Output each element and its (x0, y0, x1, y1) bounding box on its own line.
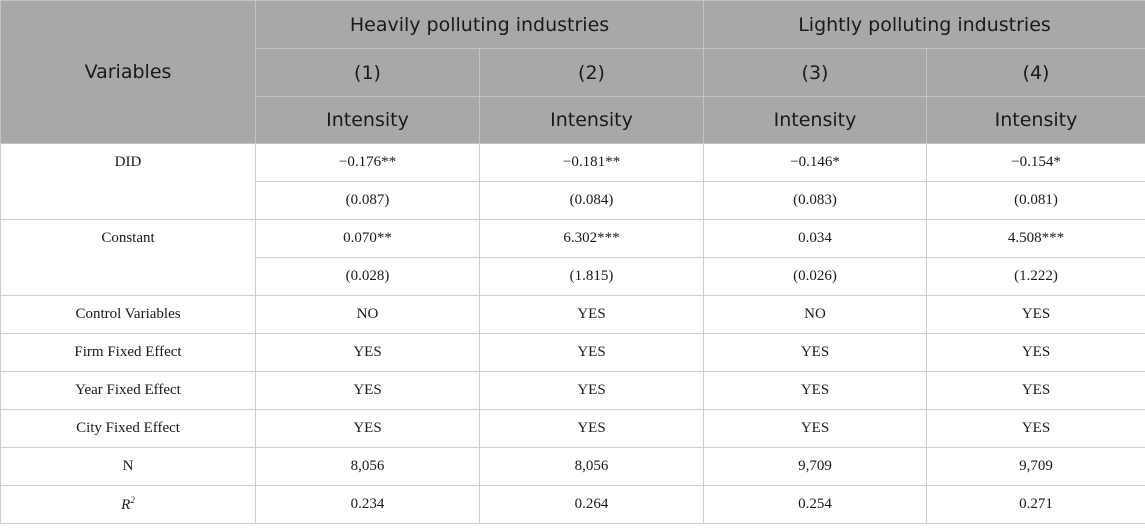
value-cell: YES (703, 333, 927, 372)
table-row: DID −0.176** −0.181** −0.146* −0.154* (0, 143, 1145, 220)
value-cell: 9,709 (703, 447, 927, 486)
table-body: DID −0.176** −0.181** −0.146* −0.154* (0… (0, 143, 1145, 524)
value-cell: YES (926, 371, 1145, 410)
table-row: City Fixed Effect YES YES YES YES (0, 409, 1145, 448)
row-label-year-fe: Year Fixed Effect (0, 371, 256, 410)
variables-header: Variables (0, 0, 256, 144)
table-row: Firm Fixed Effect YES YES YES YES (0, 333, 1145, 372)
value-cell: YES (479, 295, 704, 334)
se-cell: (1.815) (479, 257, 704, 296)
value-cell: YES (255, 371, 480, 410)
value-cell: YES (479, 371, 704, 410)
value-cell: 8,056 (479, 447, 704, 486)
table-row: N 8,056 8,056 9,709 9,709 (0, 447, 1145, 486)
se-cell: (0.083) (703, 181, 927, 220)
value-cell: YES (479, 409, 704, 448)
se-cell: (1.222) (926, 257, 1145, 296)
table-row: R2 0.234 0.264 0.254 0.271 (0, 485, 1145, 524)
row-label-city-fe: City Fixed Effect (0, 409, 256, 448)
r2-superscript: 2 (130, 495, 135, 505)
value-cell: YES (255, 409, 480, 448)
se-cell: (0.028) (255, 257, 480, 296)
r2-base: R (121, 497, 131, 513)
se-cell: (0.084) (479, 181, 704, 220)
value-cell: YES (926, 295, 1145, 334)
coef-cell: 4.508*** (926, 219, 1145, 258)
coef-cell: −0.176** (255, 143, 480, 182)
coef-cell: −0.181** (479, 143, 704, 182)
value-cell: 0.234 (255, 485, 480, 524)
coef-cell: −0.154* (926, 143, 1145, 182)
se-cell: (0.026) (703, 257, 927, 296)
row-label-controls: Control Variables (0, 295, 256, 334)
table-row: (0.028) (1.815) (0.026) (1.222) (1, 257, 1145, 296)
model-number-header: (4) (926, 48, 1145, 97)
dependent-var-header: Intensity (703, 96, 927, 144)
coef-cell: −0.146* (703, 143, 927, 182)
model-number-header: (2) (479, 48, 704, 97)
value-cell: YES (479, 333, 704, 372)
value-cell: 8,056 (255, 447, 480, 486)
value-cell: YES (703, 409, 927, 448)
value-cell: 0.254 (703, 485, 927, 524)
value-cell: 0.271 (926, 485, 1145, 524)
value-cell: 9,709 (926, 447, 1145, 486)
group-header-heavy: Heavily polluting industries (255, 0, 704, 49)
value-cell: NO (255, 295, 480, 334)
value-cell: YES (703, 371, 927, 410)
row-label-firm-fe: Firm Fixed Effect (0, 333, 256, 372)
dependent-var-header: Intensity (479, 96, 704, 144)
value-cell: YES (926, 333, 1145, 372)
group-header-light: Lightly polluting industries (703, 0, 1145, 49)
value-cell: NO (703, 295, 927, 334)
table-header: Variables Heavily polluting industries L… (0, 0, 1145, 144)
model-number-header: (1) (255, 48, 480, 97)
table-row: Year Fixed Effect YES YES YES YES (0, 371, 1145, 410)
se-cell: (0.087) (255, 181, 480, 220)
table-row: (0.087) (0.084) (0.083) (0.081) (1, 181, 1145, 220)
dependent-var-header: Intensity (255, 96, 480, 144)
table-row: Control Variables NO YES NO YES (0, 295, 1145, 334)
model-number-header: (3) (703, 48, 927, 97)
value-cell: YES (926, 409, 1145, 448)
table-row: Constant 0.070** 6.302*** 0.034 4.508*** (0, 219, 1145, 296)
row-label-constant: Constant (0, 219, 256, 296)
row-label-r2: R2 (0, 485, 256, 524)
coef-cell: 0.034 (703, 219, 927, 258)
se-cell: (0.081) (926, 181, 1145, 220)
dependent-var-header: Intensity (926, 96, 1145, 144)
coef-cell: 6.302*** (479, 219, 704, 258)
row-label-n: N (0, 447, 256, 486)
value-cell: YES (255, 333, 480, 372)
coef-cell: 0.070** (255, 219, 480, 258)
row-label-did: DID (0, 143, 256, 220)
value-cell: 0.264 (479, 485, 704, 524)
